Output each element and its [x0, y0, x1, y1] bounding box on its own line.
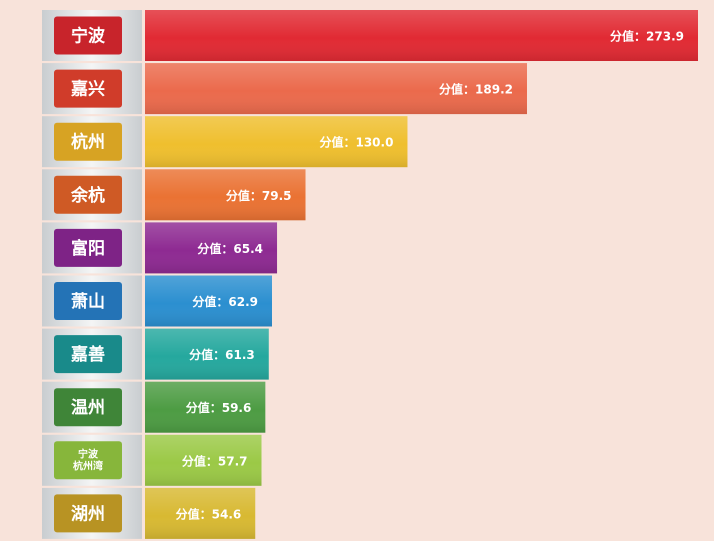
category-badge: [54, 441, 122, 480]
bar-shade: [145, 169, 306, 221]
bar-row: 萧山 分值：62.9: [42, 275, 272, 327]
value-label: 分值：62.9: [192, 294, 258, 309]
category-badge: [54, 16, 122, 55]
bar-shade: [145, 381, 266, 433]
category-label: 余杭: [70, 185, 105, 206]
value-label: 分值：57.7: [182, 453, 248, 468]
value-label: 分值：59.6: [186, 400, 252, 415]
bars-layer: 宁波 分值：273.9 嘉兴 分值：189.2 杭州 分值：130.0 余杭 分值：79.5 富…: [42, 10, 698, 539]
value-label: 分值：54.6: [176, 506, 242, 521]
bar-row: 富阳 分值：65.4: [42, 222, 278, 274]
category-label: 宁波: [78, 447, 99, 460]
bar-shade: [145, 222, 278, 274]
category-label: 杭州湾: [73, 459, 103, 472]
bar-row: 温州 分值：59.6: [42, 381, 266, 433]
category-badge: [54, 388, 122, 427]
bar-row: 宁波 分值：273.9: [42, 10, 698, 61]
bar-shade: [145, 116, 408, 168]
category-badge: [54, 122, 122, 161]
bar-shade: [145, 63, 527, 115]
category-badge: [54, 228, 122, 267]
category-label: 宁波: [71, 26, 106, 47]
bar-row: 杭州 分值：130.0: [42, 116, 408, 168]
value-label: 分值：273.9: [610, 29, 684, 44]
category-badge: [54, 335, 122, 374]
value-label: 分值：65.4: [197, 241, 263, 256]
category-label: 萧山: [71, 292, 105, 312]
bar-shade: [145, 487, 256, 539]
category-badge: [54, 175, 122, 214]
value-label: 分值：130.0: [319, 135, 393, 150]
bar-shade: [145, 275, 272, 327]
category-label: 温州: [71, 398, 105, 418]
value-label: 分值：189.2: [439, 82, 513, 97]
bar-shade: [145, 328, 269, 380]
bar-row: 嘉兴 分值：189.2: [42, 63, 527, 115]
category-label: 嘉善: [70, 344, 105, 365]
category-label: 杭州: [71, 132, 105, 153]
value-label: 分值：79.5: [226, 188, 292, 203]
category-label: 嘉兴: [70, 79, 105, 100]
category-badge: [54, 494, 122, 533]
category-badge: [54, 282, 122, 320]
bar-row: 余杭 分值：79.5: [42, 169, 306, 221]
bar-row: 湖州 分值：54.6: [42, 487, 256, 539]
category-label: 富阳: [71, 238, 105, 259]
category-badge: [54, 69, 122, 108]
bar-shade: [145, 10, 698, 61]
bar-row: 嘉善 分值：61.3: [42, 328, 269, 380]
category-label: 湖州: [71, 504, 105, 524]
bar-shade: [145, 434, 262, 486]
value-label: 分值：61.3: [189, 347, 255, 362]
